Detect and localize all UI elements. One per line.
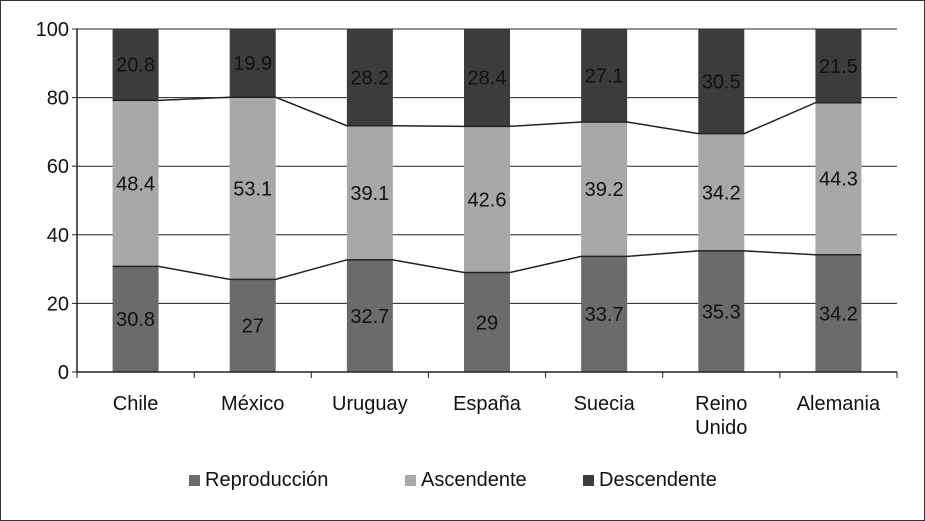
category-label: España [453,393,522,415]
category-label: Suecia [574,393,636,415]
bar-segment [464,29,510,127]
data-label: 44.3 [819,169,858,191]
bar-segment [112,100,159,267]
bar-segment [698,250,745,372]
bar-segment [815,254,862,372]
bar-segment [464,272,510,372]
data-label: 34.2 [819,303,858,325]
data-label: 27.1 [585,65,624,87]
bar-segment [229,279,276,372]
data-label: 32.7 [350,306,389,328]
data-label: 21.5 [819,56,858,78]
category-label: Chile [113,393,159,415]
legend-swatch [189,475,200,486]
data-label: 29 [476,312,498,334]
series-line [112,250,862,281]
bar-segment [229,29,276,98]
bar-segment [229,97,276,280]
data-label: 48.4 [116,173,155,195]
bar-segment [464,126,510,273]
bar-segment [815,102,862,255]
legend-label: Ascendente [421,469,527,491]
series-line [112,96,862,135]
data-label: 19.9 [233,53,272,75]
bar-segment [581,29,628,122]
bar-segment [346,125,393,260]
bar-segment [698,133,745,251]
category-label-line: Reino [695,393,747,415]
data-label: 42.6 [468,189,507,211]
bar-segment [698,29,745,134]
category-label-line: México [221,393,284,415]
y-tick-label: 80 [47,88,69,110]
category-label-line: Uruguay [332,393,408,415]
bar-segment [346,29,393,126]
category-label-line: Suecia [574,393,636,415]
legend-swatch [583,475,594,486]
category-label-line: España [453,393,522,415]
y-tick-label: 40 [47,225,69,247]
data-label: 53.1 [233,178,272,200]
category-label: Alemania [797,393,881,415]
data-label: 35.3 [702,301,741,323]
bar-segment [112,29,159,101]
category-label: Uruguay [332,393,408,415]
bar-segment [581,256,628,372]
bar-segment [581,121,628,257]
y-tick-label: 20 [47,293,69,315]
data-label: 28.4 [468,68,507,90]
data-label: 28.2 [350,67,389,89]
data-label: 30.5 [702,71,741,93]
legend-swatch [405,475,416,486]
legend-label: Descendente [599,469,717,491]
category-label-line: Chile [113,393,159,415]
data-label: 27 [242,316,264,338]
bar-segment [346,259,393,372]
category-label-line: Alemania [797,393,881,415]
legend-label: Reproducción [205,469,328,491]
bar-segment [815,29,862,103]
category-label: Reino Unido [695,393,747,439]
data-label: 30.8 [116,309,155,331]
y-tick-label: 60 [47,156,69,178]
y-tick-label: 100 [36,19,69,41]
bar-segment [112,266,159,372]
data-label: 39.2 [585,179,624,201]
data-label: 33.7 [585,304,624,326]
data-label: 34.2 [702,182,741,204]
category-label-line: Unido [695,417,747,439]
data-label: 39.1 [350,183,389,205]
data-label: 20.8 [116,55,155,77]
category-label: México [221,393,284,415]
y-tick-label: 0 [58,362,69,384]
